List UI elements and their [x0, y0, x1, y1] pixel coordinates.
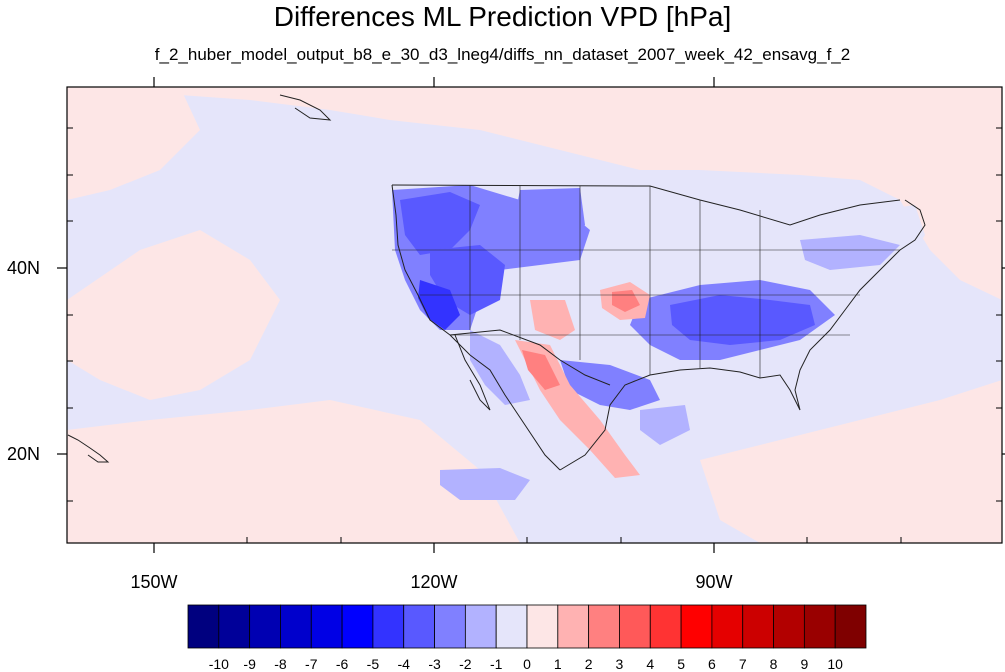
colorbar-label: 3 — [616, 656, 624, 672]
colorbar-box — [588, 604, 620, 649]
colorbar-box — [557, 604, 590, 649]
minor-ticks — [67, 127, 1002, 543]
lon-label-90w: 90W — [695, 572, 732, 592]
blue-pacific-small — [440, 468, 530, 500]
lat-label-40n: 40N — [7, 258, 40, 278]
colorbar-box — [680, 604, 713, 649]
axis-ticks — [57, 77, 1005, 553]
colorbar-box — [649, 604, 682, 649]
pink-region-southeast — [700, 380, 1002, 543]
baja — [454, 334, 491, 411]
colorbar-label: 0 — [523, 656, 531, 672]
lat-label-20n: 20N — [7, 444, 40, 464]
alaska-coast — [279, 94, 332, 121]
coastlines — [67, 94, 926, 471]
colorbar-label: 7 — [739, 656, 747, 672]
colorbar-box — [249, 604, 281, 649]
colorbar-label: -2 — [459, 656, 472, 672]
colorbar-label: -1 — [490, 656, 503, 672]
blue-northwest-core — [400, 192, 480, 255]
red-new-mexico — [530, 300, 575, 340]
colorbar-label: 1 — [554, 656, 562, 672]
lon-label-150w: 150W — [130, 572, 177, 592]
colorbar-label: 9 — [800, 656, 808, 672]
colorbar-label: 6 — [708, 656, 716, 672]
colorbar-box — [834, 604, 867, 649]
colorbar-box — [711, 604, 744, 649]
blue-gulf-patch — [640, 405, 690, 445]
difference-field — [67, 87, 1002, 543]
canada-border — [391, 184, 901, 226]
red-mexico-core — [522, 350, 560, 390]
colorbar-box — [619, 604, 651, 649]
pink-region-northeast — [120, 87, 1002, 300]
pink-region-pacific-north — [67, 87, 200, 200]
colorbar-box — [341, 604, 374, 649]
colorbar-label: 10 — [827, 656, 843, 672]
state-lines — [392, 185, 900, 378]
colorbar-box — [280, 604, 312, 649]
colorbar-box — [803, 604, 836, 649]
colorbar-label: -10 — [209, 656, 229, 672]
colorbar-box — [187, 604, 220, 649]
colorbar-label: 4 — [646, 656, 654, 672]
colorbar-box — [310, 604, 343, 649]
map-title: Differences ML Prediction VPD [hPa] — [273, 1, 732, 32]
colorbar-box — [773, 604, 805, 649]
colorbar-box — [742, 604, 774, 649]
colorbar-box — [434, 604, 466, 649]
map-subtitle: f_2_huber_model_output_b8_e_30_d3_lneg4/… — [154, 45, 851, 64]
colorbar-label: -9 — [243, 656, 256, 672]
colorbar-label: -5 — [367, 656, 380, 672]
colorbar-box — [526, 604, 559, 649]
colorbar-label: -3 — [428, 656, 441, 672]
colorbar-box — [464, 604, 497, 649]
colorbar-label: 2 — [585, 656, 593, 672]
red-oklahoma-core — [612, 290, 640, 312]
hawaii — [67, 434, 110, 463]
colorbar: -10 -9 -8 -7 -6 -5 -4 -3 -2 -1 0 1 2 3 4 5 6 7 8 9 10 — [187, 604, 867, 672]
colorbar-label: 8 — [770, 656, 778, 672]
colorbar-box — [495, 604, 528, 649]
colorbar-box — [403, 604, 435, 649]
colorbar-label: -8 — [274, 656, 287, 672]
pink-region-west — [67, 230, 280, 400]
blue-mexico-pacific — [470, 330, 530, 405]
colorbar-label: -4 — [398, 656, 411, 672]
blue-southeast-core — [670, 295, 815, 345]
colorbar-label: 5 — [677, 656, 685, 672]
colorbar-label: -6 — [336, 656, 349, 672]
colorbar-label: -7 — [305, 656, 318, 672]
pink-region-southwest — [67, 400, 520, 543]
blue-montana — [515, 188, 585, 250]
blue-great-lakes — [800, 235, 900, 270]
colorbar-box — [372, 604, 405, 649]
mexico-border — [449, 329, 611, 386]
lon-label-120w: 120W — [410, 572, 457, 592]
colorbar-box — [218, 604, 251, 649]
